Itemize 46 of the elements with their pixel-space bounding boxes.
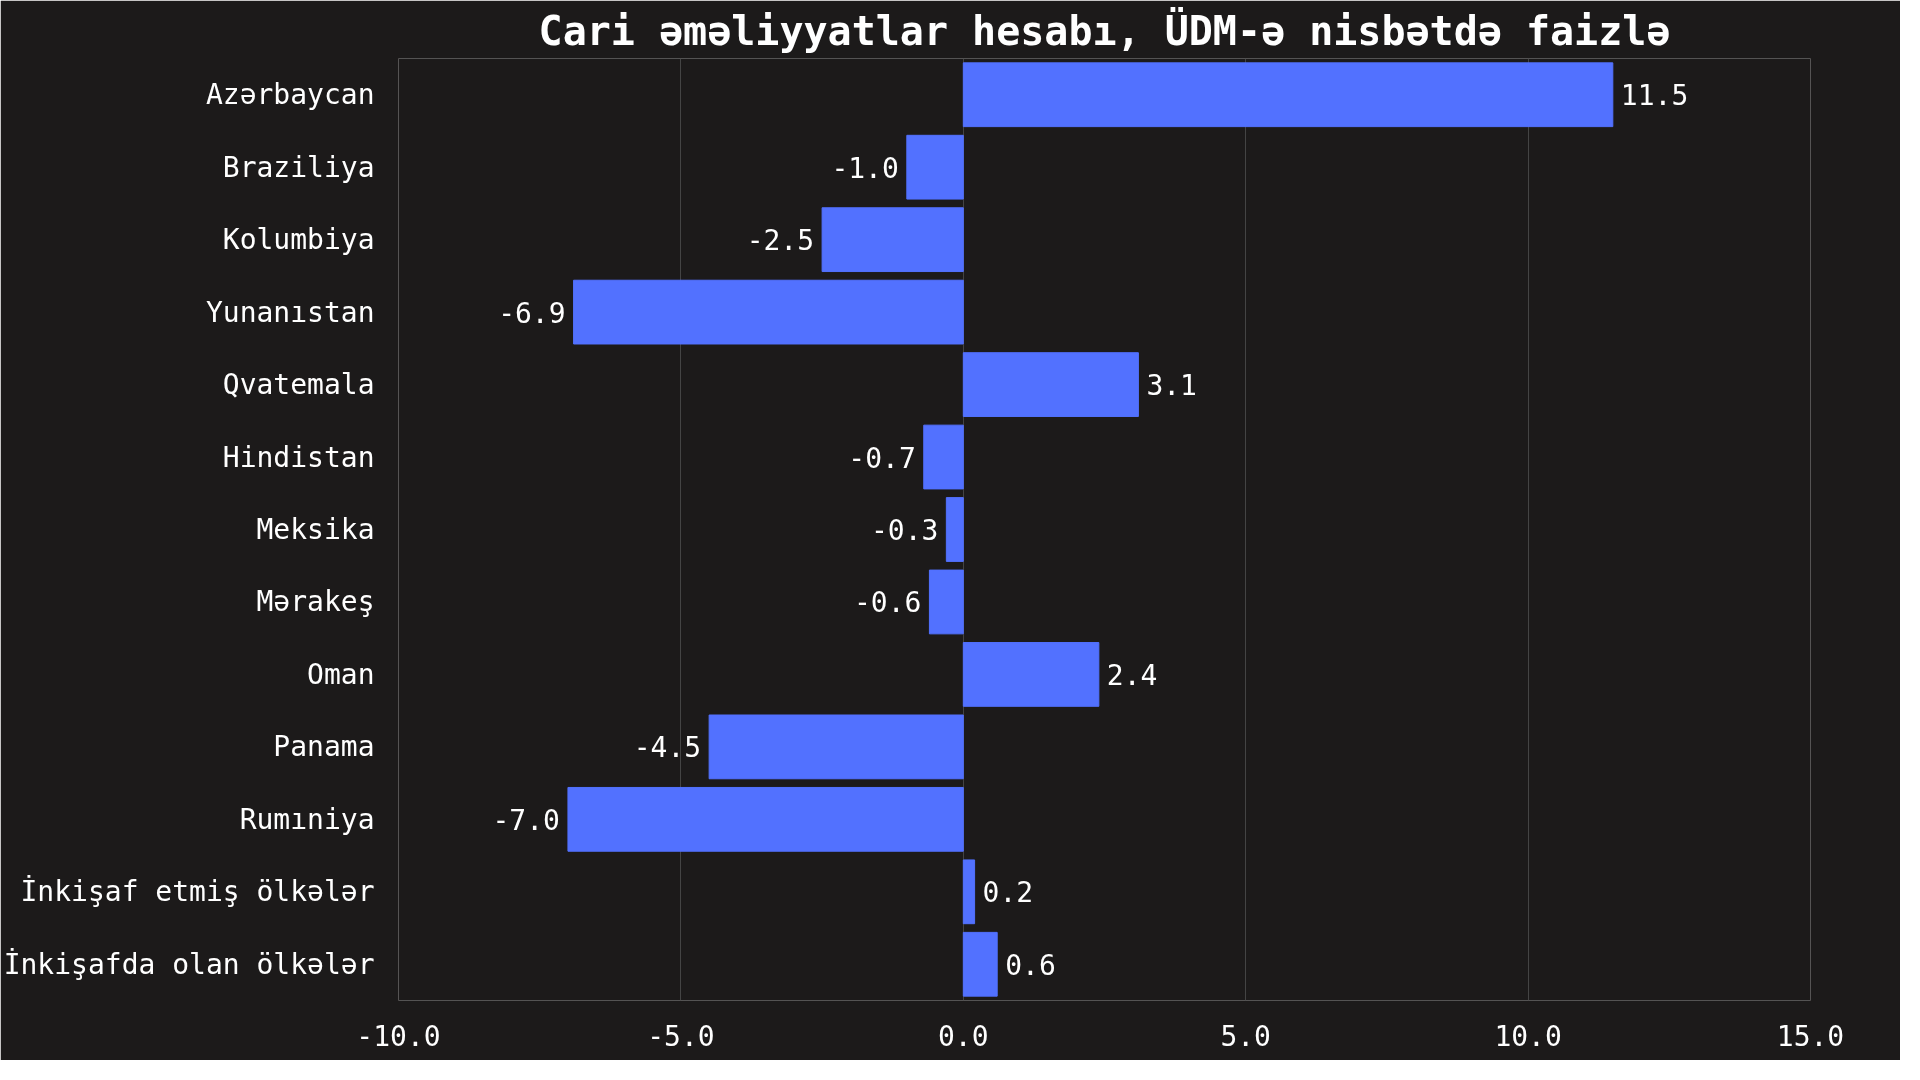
- x-tick-label: 15.0: [1776, 1019, 1845, 1053]
- bar: [928, 569, 964, 635]
- bar: [573, 279, 964, 345]
- data-label: -0.3: [870, 514, 939, 547]
- bar: [962, 859, 976, 925]
- chart-title: Cari əməliyyatlar hesabı, ÜDM-ə nisbətdə faizlə: [538, 6, 1671, 54]
- bar: [567, 786, 964, 852]
- bar: [708, 714, 964, 780]
- x-tick-label: 5.0: [1220, 1019, 1271, 1053]
- bar: [962, 931, 998, 997]
- data-label: 0.6: [1005, 948, 1056, 982]
- data-label: -4.5: [633, 731, 702, 765]
- data-label: -0.7: [848, 441, 916, 475]
- data-label: 3.1: [1146, 369, 1197, 403]
- bar: [906, 134, 964, 200]
- y-tick-label: Hindistan: [222, 440, 375, 474]
- data-label: 11.5: [1620, 79, 1689, 113]
- y-tick-label: Meksika: [256, 513, 375, 546]
- y-tick-label: Rumıniya: [239, 802, 375, 836]
- bar: [962, 642, 1100, 707]
- data-label: -6.9: [498, 296, 566, 330]
- y-tick-label: İnkişaf etmiş ölkələr: [20, 875, 375, 909]
- data-label: -7.0: [492, 803, 560, 837]
- y-tick-label: Panama: [273, 730, 375, 764]
- bar: [962, 62, 1614, 128]
- data-label: 2.4: [1106, 658, 1158, 692]
- y-tick-label: Kolumbiya: [222, 223, 375, 257]
- bar: [945, 497, 964, 562]
- y-tick-label: Qvatemala: [222, 368, 375, 402]
- y-tick-label: İnkişafda olan ölkələr: [3, 947, 375, 981]
- x-tick-label: 10.0: [1494, 1019, 1562, 1053]
- y-tick-label: Oman: [307, 657, 375, 691]
- x-tick-label: -10.0: [356, 1019, 441, 1053]
- y-tick-label: Braziliya: [222, 150, 375, 184]
- data-label: 0.2: [982, 876, 1034, 910]
- data-label: -0.6: [853, 586, 922, 620]
- bar: [923, 424, 964, 490]
- x-tick-label: 0.0: [938, 1019, 989, 1053]
- y-tick-label: Yunanıstan: [205, 295, 375, 329]
- x-tick-label: -5.0: [647, 1019, 715, 1053]
- bar: [962, 352, 1139, 417]
- y-tick-label: Azərbaycan: [205, 78, 375, 112]
- bar: [821, 207, 964, 273]
- data-label: -2.5: [746, 224, 815, 258]
- data-label: -1.0: [831, 151, 899, 185]
- y-tick-label: Mərakeş: [256, 585, 375, 619]
